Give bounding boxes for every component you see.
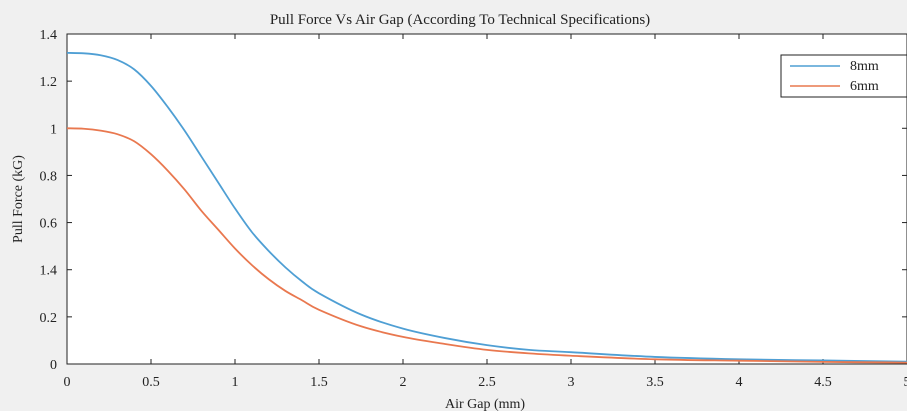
y-tick-label: 1.4 — [40, 264, 58, 279]
y-tick-label: 0.8 — [40, 169, 58, 184]
plot-area — [66, 33, 907, 365]
y-tick-label: 0.6 — [40, 217, 58, 232]
x-tick-label: 2.5 — [478, 375, 496, 390]
x-axis-label: Air Gap (mm) — [445, 397, 525, 411]
y-axis-ticks: 0 0.2 1.4 0.6 0.8 1 1.2 1.4 — [40, 28, 907, 373]
legend-label-8mm: 8mm — [850, 59, 879, 74]
y-tick-label: 0 — [50, 358, 57, 373]
x-tick-label: 3.5 — [646, 375, 664, 390]
legend-label-6mm: 6mm — [850, 79, 879, 94]
x-tick-label: 0 — [64, 375, 71, 390]
legend-box — [780, 54, 907, 98]
x-tick-label: 0.5 — [142, 375, 160, 390]
y-tick-label: 0.2 — [40, 311, 58, 326]
x-tick-label: 1.5 — [310, 375, 328, 390]
series-line-6mm — [66, 127, 907, 364]
x-tick-label: 2 — [400, 375, 407, 390]
y-tick-label: 1.4 — [40, 28, 58, 43]
series-line-8mm — [66, 51, 907, 363]
x-tick-label: 5 — [904, 375, 907, 390]
y-tick-label: 1.2 — [40, 75, 58, 90]
x-tick-label: 1 — [232, 375, 239, 390]
x-axis-ticks: 0 0.5 1 1.5 2 2.5 3 3.5 4 4.5 5 — [64, 34, 907, 390]
x-tick-label: 4 — [736, 375, 743, 390]
y-axis-label: Pull Force (kG) — [11, 155, 26, 243]
x-tick-label: 3 — [568, 375, 575, 390]
y-tick-label: 1 — [50, 122, 57, 137]
chart-title: Pull Force Vs Air Gap (According To Tech… — [270, 12, 650, 28]
x-tick-label: 4.5 — [814, 375, 832, 390]
legend: 8mm 6mm — [780, 54, 907, 98]
series-layer — [66, 51, 907, 364]
